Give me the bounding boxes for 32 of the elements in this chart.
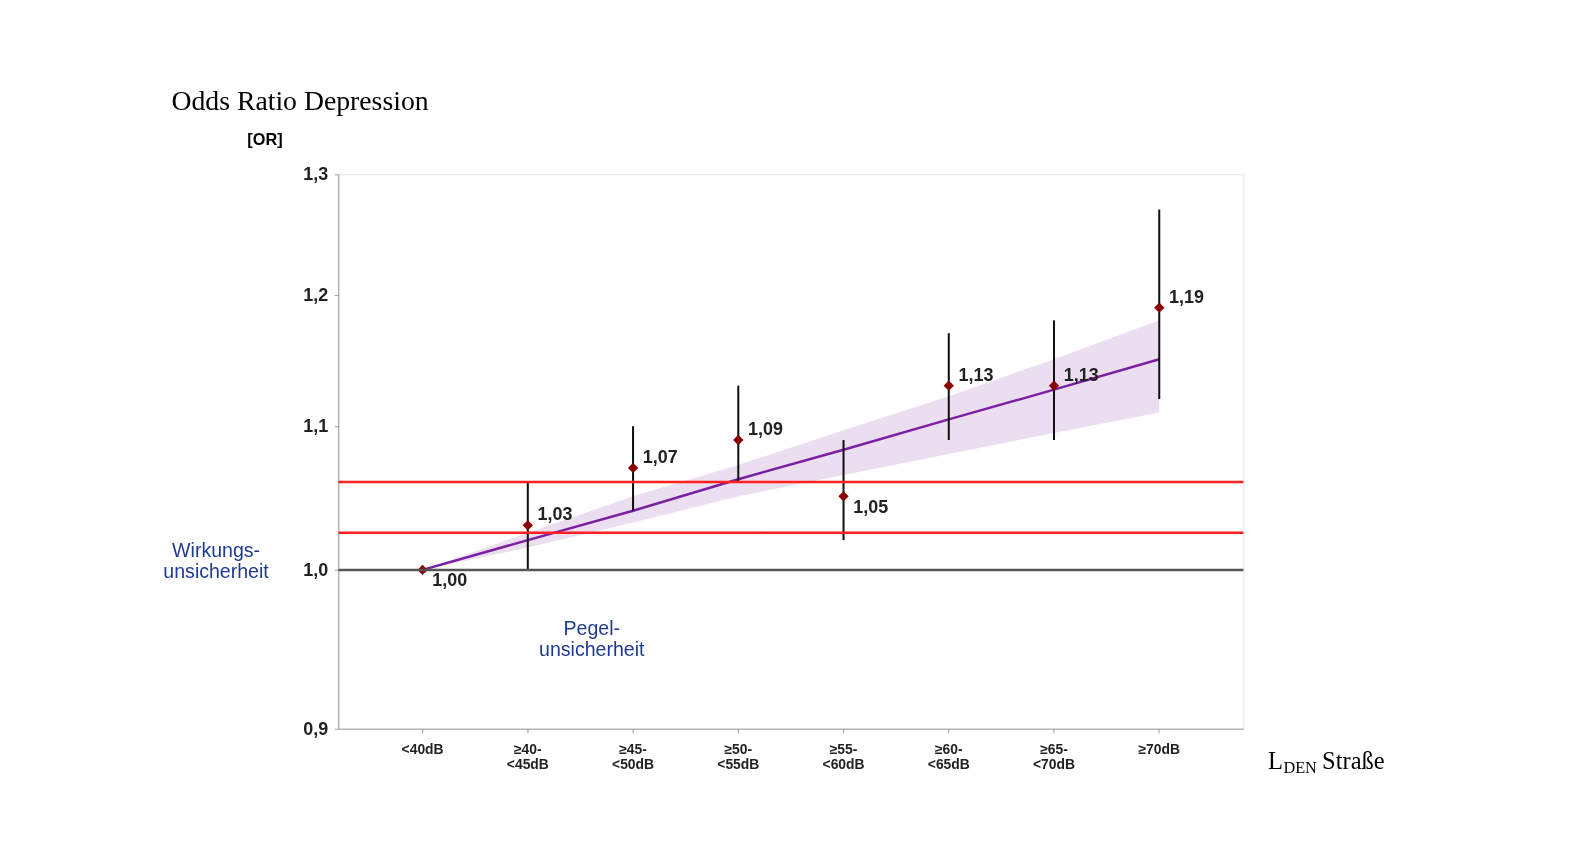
y-tick-label: 1,2 [303, 285, 329, 306]
point [943, 380, 954, 391]
y-tick-label: 1,0 [303, 560, 329, 581]
data-label: 1,05 [853, 496, 889, 517]
y-axis-title: [OR] [247, 129, 283, 148]
data-label: 1,19 [1169, 286, 1204, 307]
x-tick-label: <40dB [401, 740, 444, 757]
point [1154, 302, 1165, 313]
point [733, 434, 744, 446]
point [627, 462, 639, 474]
text: Wirkungs- unsicherheit [163, 539, 270, 583]
point [522, 520, 533, 531]
x-tick-label: ≥55-<60dB [822, 740, 865, 773]
data-label: 1,13 [1063, 364, 1099, 385]
y-tick-label: 0,9 [303, 718, 329, 739]
point [1048, 380, 1060, 391]
y-tick-label: 1,3 [303, 164, 329, 185]
x-tick-label: ≥45-<50dB [612, 740, 655, 773]
x-tick-label: ≥40-<45dB [506, 740, 549, 773]
data-label: 1,00 [432, 570, 468, 591]
chart-title: Odds Ratio Depression [171, 84, 429, 116]
data-label: 1,07 [642, 447, 678, 468]
x-tick-label: ≥65-<70dB [1033, 740, 1075, 773]
x-tick-label: ≥70dB [1138, 740, 1180, 757]
annotation: Pegel- unsicherheit [539, 616, 646, 660]
x-tick-label: ≥60-<65dB [927, 740, 970, 773]
data-label: 1,09 [748, 419, 783, 440]
data-label: 1,13 [958, 364, 994, 385]
point [838, 491, 849, 502]
x-tick-label: ≥50-<55dB [717, 740, 760, 773]
data-label: 1,03 [537, 504, 573, 525]
y-tick-label: 1,1 [303, 416, 329, 437]
